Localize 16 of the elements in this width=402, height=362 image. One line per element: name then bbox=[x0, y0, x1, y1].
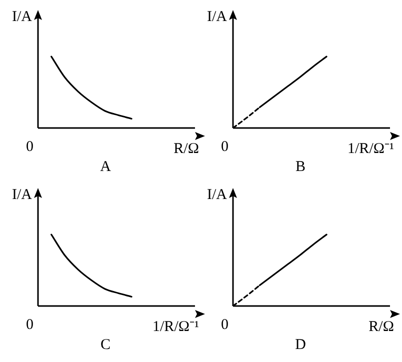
x-axis-title: 1/R/Ω⁻¹ bbox=[348, 141, 394, 157]
text: 0 bbox=[221, 317, 228, 333]
x-axis-title: R/Ω bbox=[368, 319, 394, 335]
text: C bbox=[99, 337, 112, 353]
y-axis-title: I/A bbox=[207, 187, 227, 203]
text: A bbox=[99, 159, 112, 175]
text: 0 bbox=[221, 139, 228, 155]
text: B bbox=[294, 159, 306, 175]
y-axis-title: I/A bbox=[12, 9, 32, 25]
text: D bbox=[294, 337, 307, 353]
text: 0 bbox=[26, 317, 34, 333]
y-axis-title: I/A bbox=[12, 187, 32, 203]
x-axis-title: R/Ω bbox=[174, 141, 199, 157]
x-axis-title: 1/R/Ω⁻¹ bbox=[152, 319, 199, 335]
text: 0 bbox=[26, 139, 34, 155]
y-axis-title: I/A bbox=[207, 9, 227, 25]
